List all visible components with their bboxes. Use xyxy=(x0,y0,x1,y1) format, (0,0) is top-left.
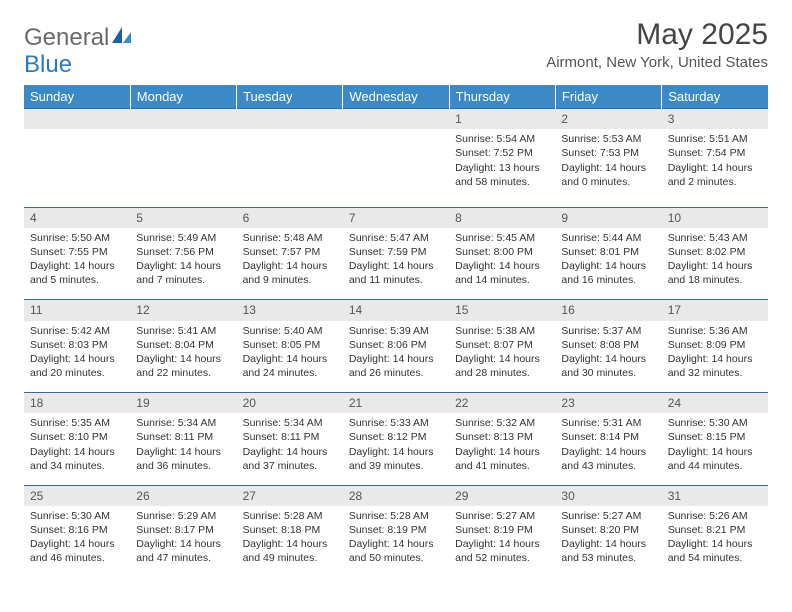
day-number: 16 xyxy=(555,300,661,321)
day-header: Wednesday xyxy=(343,85,449,109)
day-detail: Sunrise: 5:28 AM Sunset: 8:18 PM Dayligh… xyxy=(237,506,343,578)
day-number: 18 xyxy=(24,393,130,414)
day-number: 30 xyxy=(555,485,661,506)
day-detail: Sunrise: 5:48 AM Sunset: 7:57 PM Dayligh… xyxy=(237,228,343,300)
day-detail: Sunrise: 5:49 AM Sunset: 7:56 PM Dayligh… xyxy=(130,228,236,300)
day-detail: Sunrise: 5:38 AM Sunset: 8:07 PM Dayligh… xyxy=(449,321,555,393)
day-number xyxy=(343,109,449,130)
day-number: 10 xyxy=(662,207,768,228)
day-detail: Sunrise: 5:30 AM Sunset: 8:15 PM Dayligh… xyxy=(662,413,768,485)
day-detail: Sunrise: 5:44 AM Sunset: 8:01 PM Dayligh… xyxy=(555,228,661,300)
day-detail: Sunrise: 5:31 AM Sunset: 8:14 PM Dayligh… xyxy=(555,413,661,485)
day-detail xyxy=(130,129,236,207)
day-detail: Sunrise: 5:27 AM Sunset: 8:19 PM Dayligh… xyxy=(449,506,555,578)
detail-row: Sunrise: 5:42 AM Sunset: 8:03 PM Dayligh… xyxy=(24,321,768,393)
daynum-row: 25262728293031 xyxy=(24,485,768,506)
title-block: May 2025 Airmont, New York, United State… xyxy=(546,18,768,71)
day-number: 7 xyxy=(343,207,449,228)
month-title: May 2025 xyxy=(546,18,768,52)
day-detail: Sunrise: 5:39 AM Sunset: 8:06 PM Dayligh… xyxy=(343,321,449,393)
day-detail: Sunrise: 5:51 AM Sunset: 7:54 PM Dayligh… xyxy=(662,129,768,207)
day-number xyxy=(24,109,130,130)
day-number: 3 xyxy=(662,109,768,130)
day-number: 20 xyxy=(237,393,343,414)
day-number: 17 xyxy=(662,300,768,321)
logo: General xyxy=(24,24,133,52)
logo-sail-icon xyxy=(111,24,133,52)
day-detail: Sunrise: 5:41 AM Sunset: 8:04 PM Dayligh… xyxy=(130,321,236,393)
day-detail: Sunrise: 5:34 AM Sunset: 8:11 PM Dayligh… xyxy=(130,413,236,485)
daynum-row: 123 xyxy=(24,109,768,130)
day-detail: Sunrise: 5:33 AM Sunset: 8:12 PM Dayligh… xyxy=(343,413,449,485)
day-number: 9 xyxy=(555,207,661,228)
location: Airmont, New York, United States xyxy=(546,54,768,71)
day-number: 12 xyxy=(130,300,236,321)
day-header: Tuesday xyxy=(237,85,343,109)
day-number: 8 xyxy=(449,207,555,228)
day-detail: Sunrise: 5:53 AM Sunset: 7:53 PM Dayligh… xyxy=(555,129,661,207)
day-number: 27 xyxy=(237,485,343,506)
day-detail: Sunrise: 5:32 AM Sunset: 8:13 PM Dayligh… xyxy=(449,413,555,485)
day-number: 15 xyxy=(449,300,555,321)
day-number: 2 xyxy=(555,109,661,130)
day-header: Monday xyxy=(130,85,236,109)
day-detail: Sunrise: 5:27 AM Sunset: 8:20 PM Dayligh… xyxy=(555,506,661,578)
daynum-row: 11121314151617 xyxy=(24,300,768,321)
day-detail: Sunrise: 5:50 AM Sunset: 7:55 PM Dayligh… xyxy=(24,228,130,300)
day-detail: Sunrise: 5:47 AM Sunset: 7:59 PM Dayligh… xyxy=(343,228,449,300)
detail-row: Sunrise: 5:35 AM Sunset: 8:10 PM Dayligh… xyxy=(24,413,768,485)
day-number: 31 xyxy=(662,485,768,506)
day-header-row: Sunday Monday Tuesday Wednesday Thursday… xyxy=(24,85,768,109)
day-number xyxy=(237,109,343,130)
detail-row: Sunrise: 5:30 AM Sunset: 8:16 PM Dayligh… xyxy=(24,506,768,578)
day-number: 22 xyxy=(449,393,555,414)
day-header: Sunday xyxy=(24,85,130,109)
day-detail: Sunrise: 5:42 AM Sunset: 8:03 PM Dayligh… xyxy=(24,321,130,393)
day-number: 4 xyxy=(24,207,130,228)
daynum-row: 45678910 xyxy=(24,207,768,228)
day-detail: Sunrise: 5:43 AM Sunset: 8:02 PM Dayligh… xyxy=(662,228,768,300)
day-detail: Sunrise: 5:40 AM Sunset: 8:05 PM Dayligh… xyxy=(237,321,343,393)
day-number: 21 xyxy=(343,393,449,414)
day-number: 24 xyxy=(662,393,768,414)
day-detail: Sunrise: 5:37 AM Sunset: 8:08 PM Dayligh… xyxy=(555,321,661,393)
day-header: Thursday xyxy=(449,85,555,109)
day-number: 1 xyxy=(449,109,555,130)
logo-text-a: General xyxy=(24,24,109,52)
day-number: 6 xyxy=(237,207,343,228)
day-number: 28 xyxy=(343,485,449,506)
day-number: 14 xyxy=(343,300,449,321)
day-detail: Sunrise: 5:34 AM Sunset: 8:11 PM Dayligh… xyxy=(237,413,343,485)
day-number: 29 xyxy=(449,485,555,506)
day-number: 19 xyxy=(130,393,236,414)
calendar-table: Sunday Monday Tuesday Wednesday Thursday… xyxy=(24,85,768,578)
day-detail xyxy=(24,129,130,207)
detail-row: Sunrise: 5:50 AM Sunset: 7:55 PM Dayligh… xyxy=(24,228,768,300)
day-number: 5 xyxy=(130,207,236,228)
day-detail xyxy=(343,129,449,207)
day-header: Saturday xyxy=(662,85,768,109)
detail-row: Sunrise: 5:54 AM Sunset: 7:52 PM Dayligh… xyxy=(24,129,768,207)
day-detail: Sunrise: 5:45 AM Sunset: 8:00 PM Dayligh… xyxy=(449,228,555,300)
day-detail: Sunrise: 5:54 AM Sunset: 7:52 PM Dayligh… xyxy=(449,129,555,207)
day-detail: Sunrise: 5:28 AM Sunset: 8:19 PM Dayligh… xyxy=(343,506,449,578)
day-detail xyxy=(237,129,343,207)
day-number: 25 xyxy=(24,485,130,506)
daynum-row: 18192021222324 xyxy=(24,393,768,414)
day-detail: Sunrise: 5:30 AM Sunset: 8:16 PM Dayligh… xyxy=(24,506,130,578)
day-header: Friday xyxy=(555,85,661,109)
day-number: 13 xyxy=(237,300,343,321)
day-number: 23 xyxy=(555,393,661,414)
day-number xyxy=(130,109,236,130)
day-detail: Sunrise: 5:29 AM Sunset: 8:17 PM Dayligh… xyxy=(130,506,236,578)
day-detail: Sunrise: 5:35 AM Sunset: 8:10 PM Dayligh… xyxy=(24,413,130,485)
day-number: 26 xyxy=(130,485,236,506)
logo-text-b: Blue xyxy=(24,51,72,79)
day-detail: Sunrise: 5:26 AM Sunset: 8:21 PM Dayligh… xyxy=(662,506,768,578)
day-detail: Sunrise: 5:36 AM Sunset: 8:09 PM Dayligh… xyxy=(662,321,768,393)
day-number: 11 xyxy=(24,300,130,321)
